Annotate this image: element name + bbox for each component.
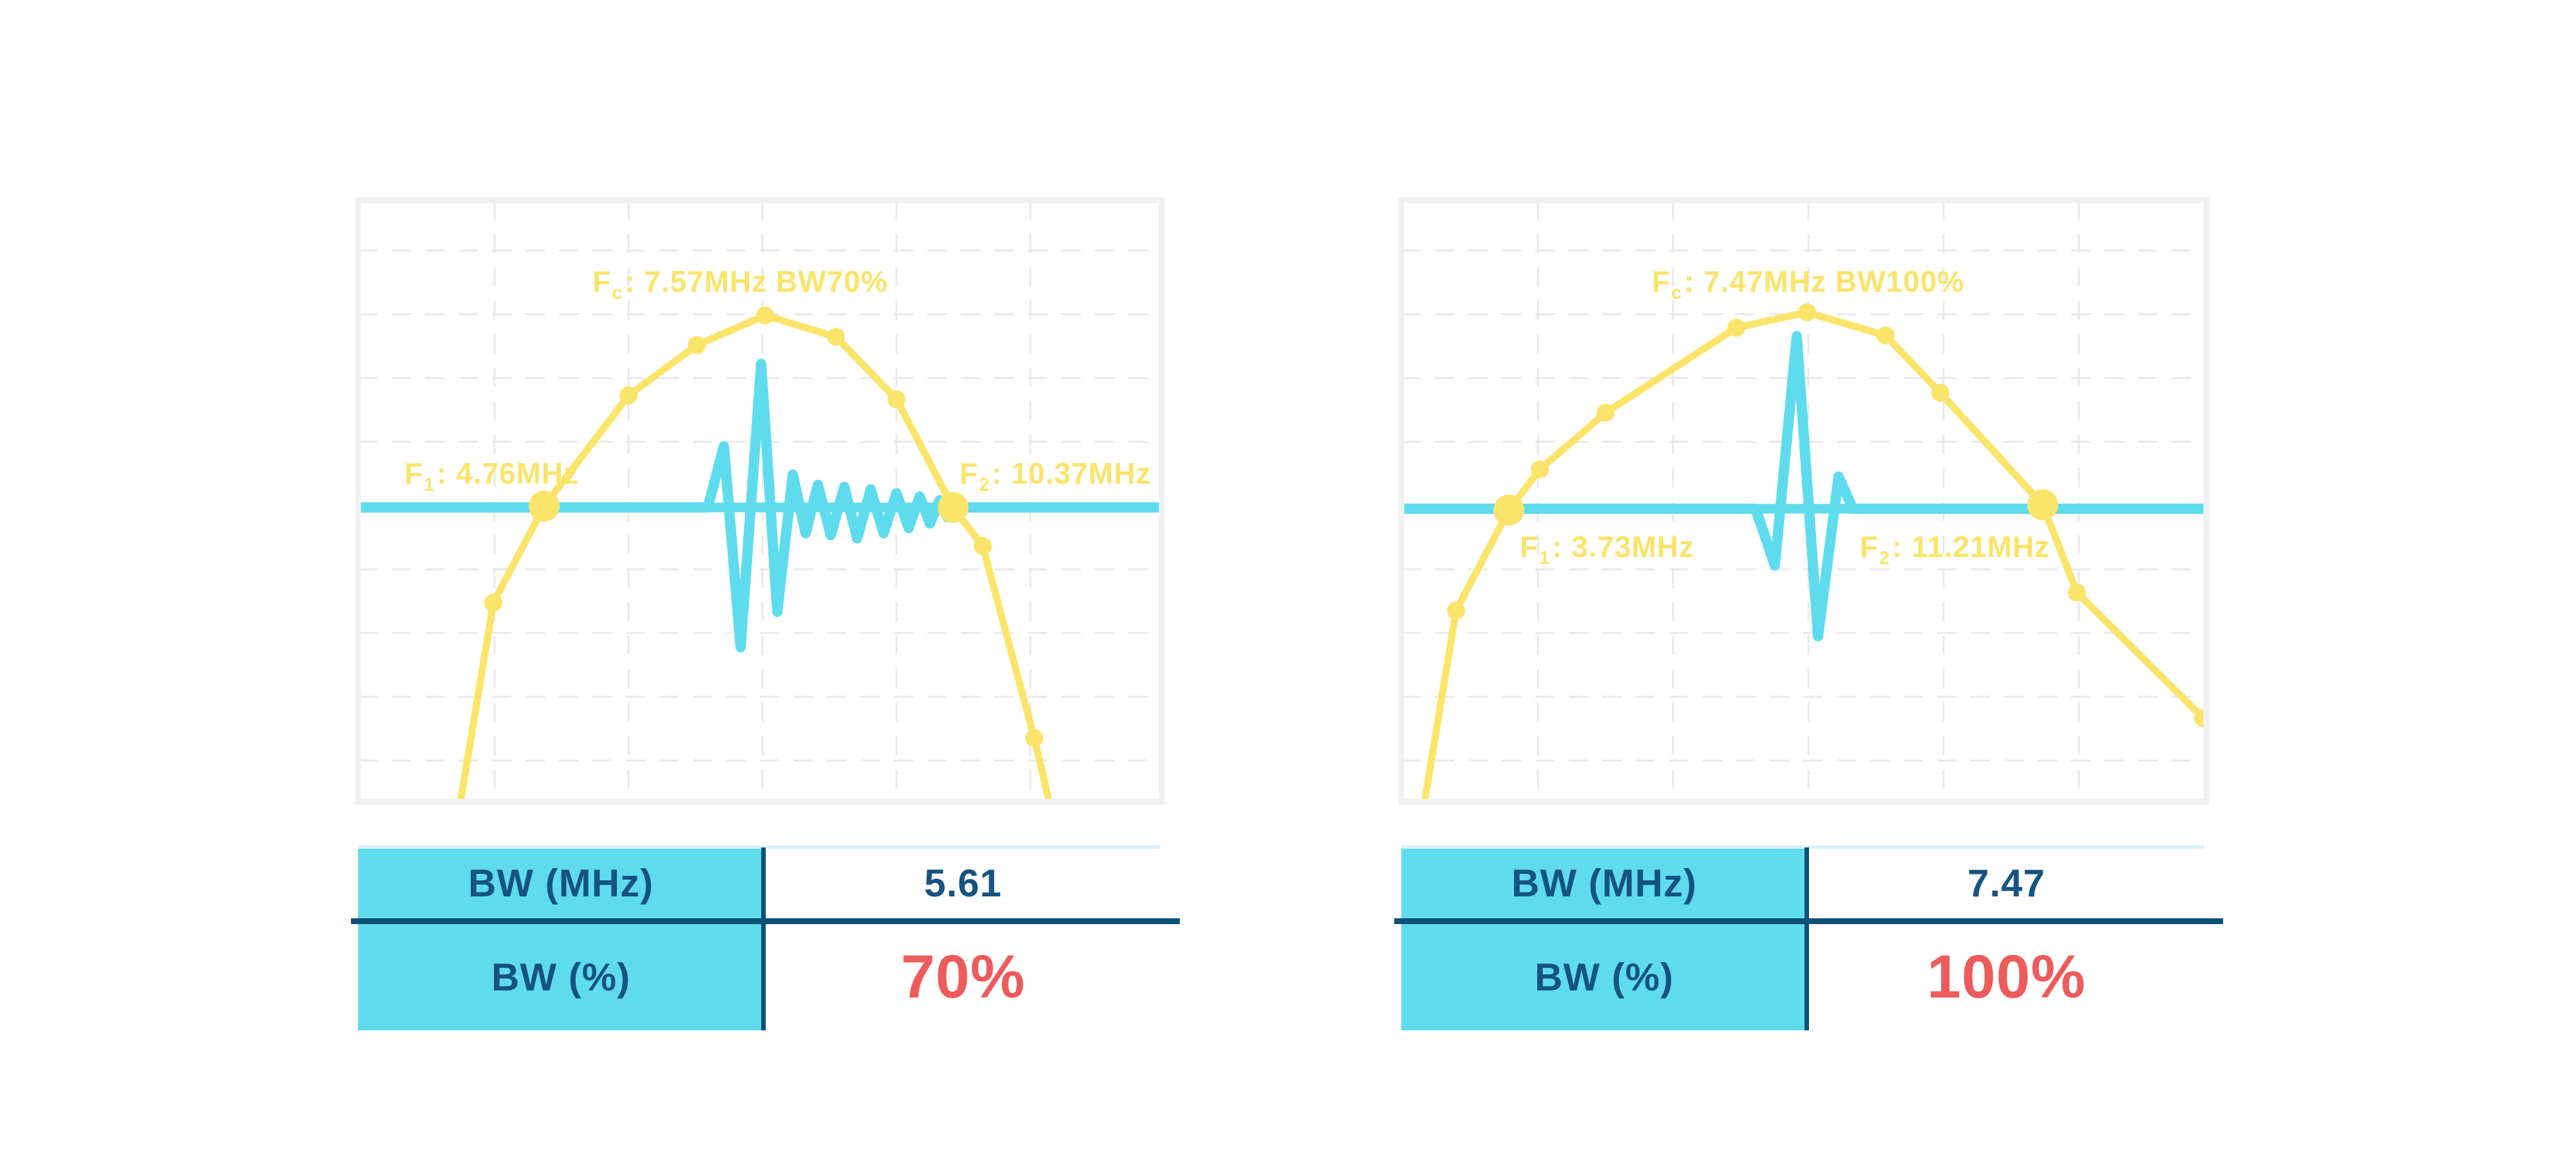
table-right-top-rule — [1401, 846, 2204, 849]
f1-label-right: F1: 3.73MHz — [1520, 529, 1695, 569]
table-left-row1-label: BW (MHz) — [468, 861, 654, 905]
f1-label-right-sub: 1 — [1539, 547, 1550, 569]
table-right-row1-label: BW (MHz) — [1511, 861, 1697, 905]
table-right-row2-label: BW (%) — [1535, 956, 1674, 999]
table-left-column-divider — [761, 847, 766, 1030]
fc-label-left-sub: c — [612, 282, 623, 303]
pulse-waveform — [361, 359, 1159, 652]
f1-label-left-f: F — [404, 457, 424, 490]
f2-label-left-f: F — [960, 457, 979, 490]
table-right-row-divider — [1394, 918, 2223, 924]
chart-frame — [355, 197, 1165, 805]
fc-label-right-sub: c — [1671, 282, 1682, 303]
spectrum-curve — [1421, 308, 2204, 799]
chart-plot-area-p1 — [1404, 203, 2204, 799]
fc-label-right: Fc: 7.47MHz BW100% — [1652, 264, 1965, 303]
f1-label-left: F1: 4.76MHz — [404, 456, 580, 495]
f2-label-right-value: : 11.21MHz — [1891, 530, 2050, 563]
table-right-row1-value: 7.47 — [1967, 861, 2045, 905]
f2-label-right-sub: 2 — [1879, 547, 1890, 569]
f1-label-left-value: : 4.76MHz — [436, 457, 580, 490]
fc-label-left: Fc: 7.57MHz BW70% — [592, 264, 888, 303]
spectrum-markers — [484, 307, 1043, 747]
f2-label-left-sub: 2 — [979, 474, 990, 495]
fc-label-right-value: : 7.47MHz BW100% — [1683, 265, 1965, 298]
fc-label-right-f: F — [1652, 265, 1671, 298]
table-right-column-divider — [1804, 847, 1809, 1030]
f1-label-right-value: : 3.73MHz — [1551, 530, 1695, 563]
f1-label-right-f: F — [1520, 530, 1539, 563]
f1-label-left-sub: 1 — [424, 474, 435, 495]
fc-label-left-value: : 7.57MHz BW70% — [624, 265, 888, 298]
table-left-row-divider — [351, 918, 1180, 924]
table-right-label-column — [1401, 847, 1807, 1030]
spectrum-markers — [1447, 303, 2204, 727]
chart-frame — [1398, 197, 2210, 805]
table-left-row2-label: BW (%) — [491, 956, 630, 999]
table-left-row1-value: 5.61 — [924, 861, 1002, 905]
f2-label-right-f: F — [1860, 530, 1879, 563]
pulse-waveform — [1404, 331, 2204, 641]
chart-plot-area-p0 — [361, 203, 1159, 799]
f2-label-left: F2: 10.37MHz — [960, 456, 1151, 495]
table-left-top-rule — [358, 846, 1160, 849]
f2-label-left-value: : 10.37MHz — [991, 457, 1151, 490]
table-right-row2-value: 100% — [1927, 943, 2086, 1011]
table-left-row2-value: 70% — [900, 943, 1026, 1011]
fc-label-left-f: F — [592, 265, 612, 298]
table-left-label-column — [358, 847, 764, 1030]
f2-label-right: F2: 11.21MHz — [1860, 529, 2050, 569]
spectrum-curve — [457, 312, 1052, 799]
